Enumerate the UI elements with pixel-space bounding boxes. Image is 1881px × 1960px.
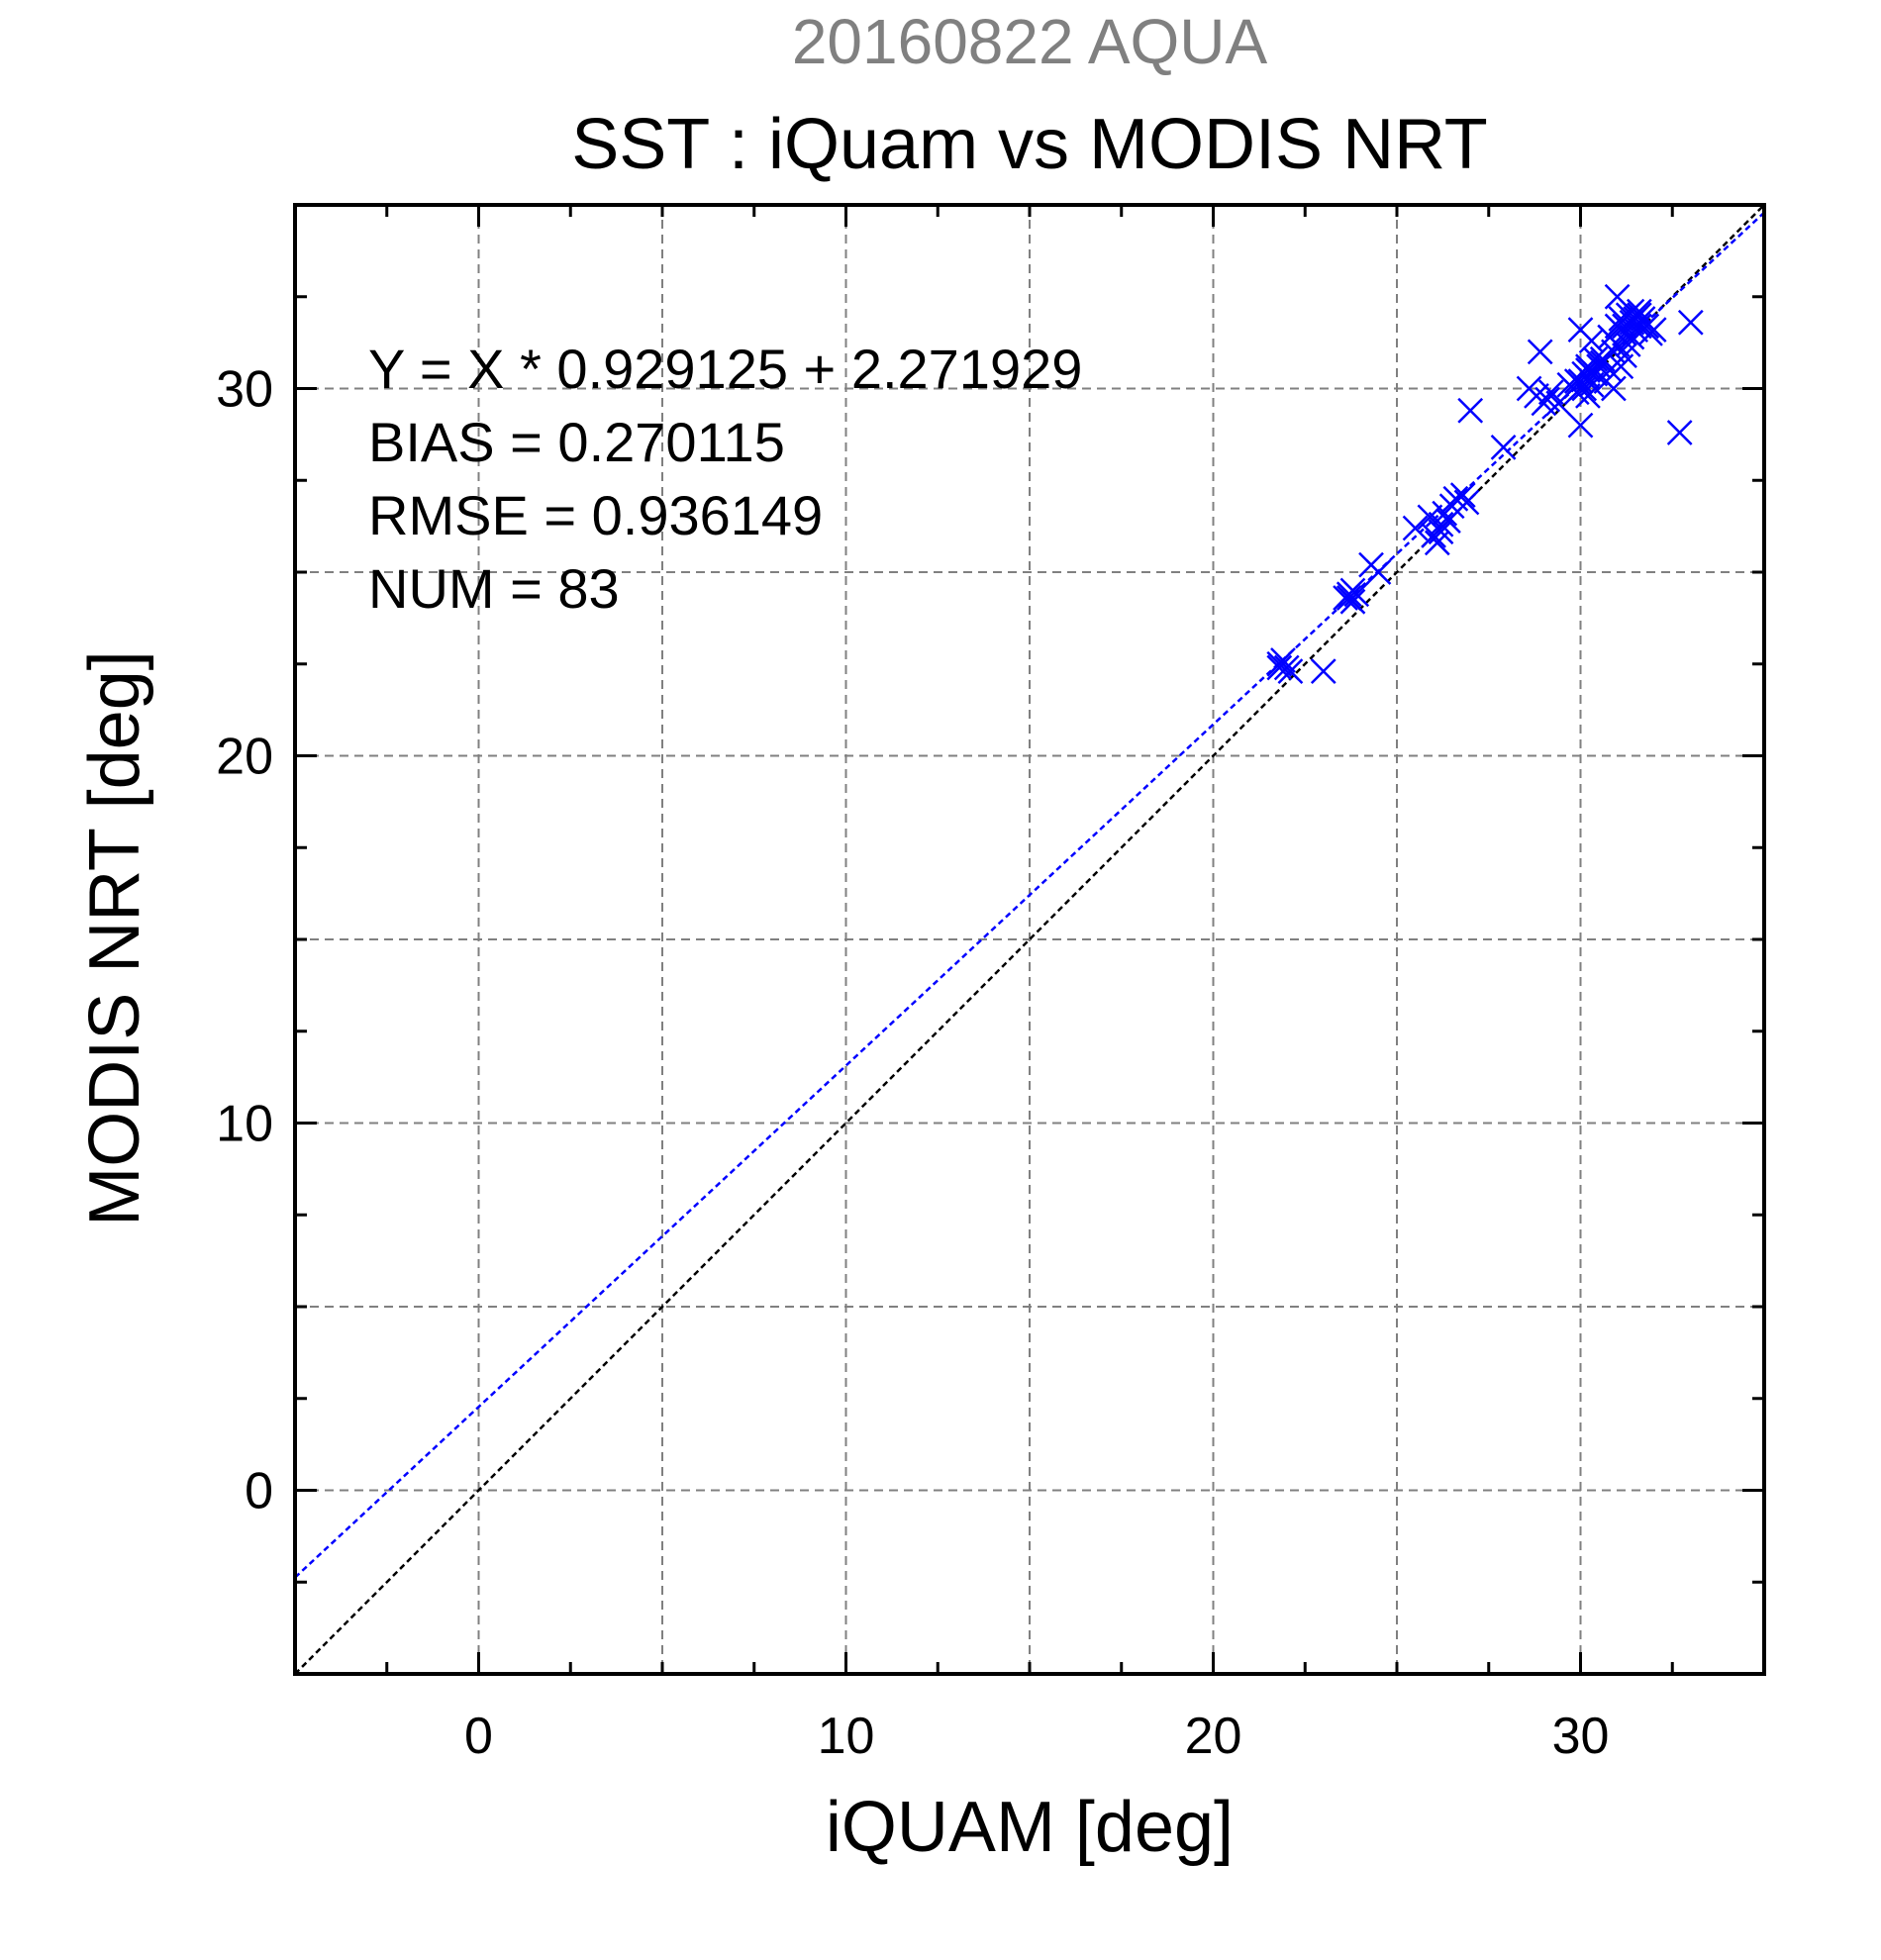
x-tick-label: 20 <box>1185 1708 1242 1765</box>
data-point-marker <box>1582 360 1609 387</box>
data-point-marker <box>1575 383 1601 409</box>
chart-suptitle: 20160822 AQUA <box>792 6 1268 77</box>
bias-stat: BIAS = 0.270115 <box>368 411 785 473</box>
data-markers <box>1266 283 1704 685</box>
data-point-marker <box>1619 298 1645 325</box>
data-point-marker <box>1428 519 1454 545</box>
y-tick-label: 20 <box>216 729 273 786</box>
data-point-marker <box>1449 482 1476 508</box>
data-point-marker <box>1677 309 1704 336</box>
data-point-marker <box>1457 397 1484 424</box>
chart-title: SST : iQuam vs MODIS NRT <box>571 105 1488 184</box>
data-point-marker <box>1626 302 1652 329</box>
tick-labels: 0 10 20 30 0 10 20 30 <box>216 361 1609 1766</box>
x-axis-label: iQUAM [deg] <box>826 1788 1234 1867</box>
data-point-marker <box>1270 647 1296 673</box>
data-point-marker <box>1612 313 1637 340</box>
reference-lines <box>294 204 1765 1675</box>
gridlines <box>295 205 1764 1674</box>
data-point-marker <box>1339 577 1366 604</box>
data-point-marker <box>1490 434 1517 460</box>
y-tick-label: 10 <box>216 1096 273 1153</box>
y-tick-label: 0 <box>245 1463 273 1520</box>
y-axis-label: MODIS NRT [deg] <box>75 650 154 1226</box>
data-point-marker <box>1310 658 1336 685</box>
data-point-marker <box>1666 420 1693 445</box>
count-stat: NUM = 83 <box>368 557 620 620</box>
regression-equation: Y = X * 0.929125 + 2.271929 <box>368 338 1082 400</box>
axis-ticks <box>293 203 1766 1676</box>
data-point-marker <box>1527 339 1553 365</box>
fit-statistics: Y = X * 0.929125 + 2.271929 BIAS = 0.270… <box>368 338 1082 620</box>
y-tick-label: 30 <box>216 361 273 419</box>
data-point-marker <box>1563 368 1590 394</box>
x-tick-label: 10 <box>818 1708 875 1765</box>
regression-line <box>294 211 1765 1579</box>
data-point-marker <box>1453 489 1480 516</box>
data-point-marker <box>1567 412 1594 439</box>
data-point-marker <box>1402 515 1429 541</box>
data-point-marker <box>1537 379 1564 406</box>
data-point-marker <box>1336 585 1362 611</box>
data-point-marker <box>1604 332 1631 357</box>
rmse-stat: RMSE = 0.936149 <box>368 484 823 546</box>
data-point-marker <box>1545 390 1572 417</box>
data-point-marker <box>1365 559 1392 585</box>
data-point-marker <box>1601 375 1627 402</box>
x-tick-label: 30 <box>1552 1708 1610 1765</box>
data-point-marker <box>1277 658 1304 685</box>
x-tick-label: 0 <box>464 1708 493 1765</box>
